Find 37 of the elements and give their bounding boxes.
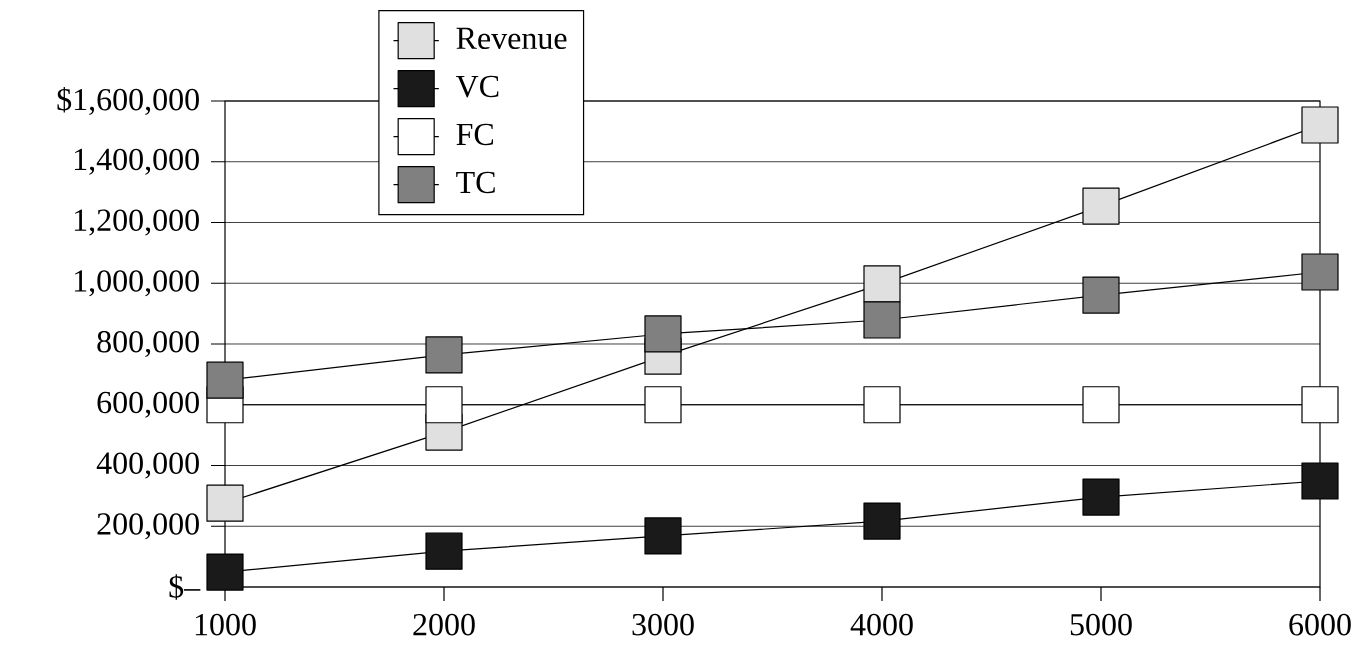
x-tick-label: 6000 — [1289, 613, 1351, 636]
y-tick-label: 400,000 — [96, 452, 199, 479]
y-tick-label: $1,600,000 — [57, 86, 199, 116]
point — [206, 553, 244, 591]
point — [425, 386, 463, 424]
y-tick-label: 1,000,000 — [74, 270, 199, 297]
point — [206, 361, 244, 399]
point — [863, 301, 901, 339]
y-tick-label: 1,400,000 — [74, 148, 199, 175]
x-tick-label: 2000 — [413, 613, 475, 636]
y-tick-label: 800,000 — [97, 330, 199, 358]
legend-label: TC — [456, 171, 495, 194]
x-tick-label: 3000 — [632, 613, 694, 636]
point — [1082, 187, 1120, 225]
legend-label: VC — [455, 75, 499, 98]
point — [425, 532, 463, 570]
point — [206, 484, 244, 522]
point — [863, 502, 901, 540]
y-tick-label: 1,200,000 — [74, 209, 199, 236]
point — [863, 265, 901, 303]
point — [1301, 106, 1339, 144]
legend-label: Revenue — [456, 27, 567, 50]
point — [1082, 478, 1120, 516]
point — [1301, 386, 1339, 424]
point — [644, 315, 682, 353]
y-tick-label: 200,000 — [97, 513, 199, 540]
x-tick-label: 1000 — [195, 613, 256, 636]
legend-label: FC — [456, 123, 493, 146]
y-tick-label: $– — [169, 574, 201, 600]
y-tick-label: 600,000 — [97, 391, 199, 418]
point — [1301, 462, 1339, 500]
point — [1301, 253, 1339, 291]
x-tick-label: 5000 — [1070, 613, 1132, 636]
point — [644, 517, 682, 555]
point — [1082, 276, 1120, 314]
point — [425, 336, 463, 374]
x-tick-label: 4000 — [850, 613, 913, 636]
